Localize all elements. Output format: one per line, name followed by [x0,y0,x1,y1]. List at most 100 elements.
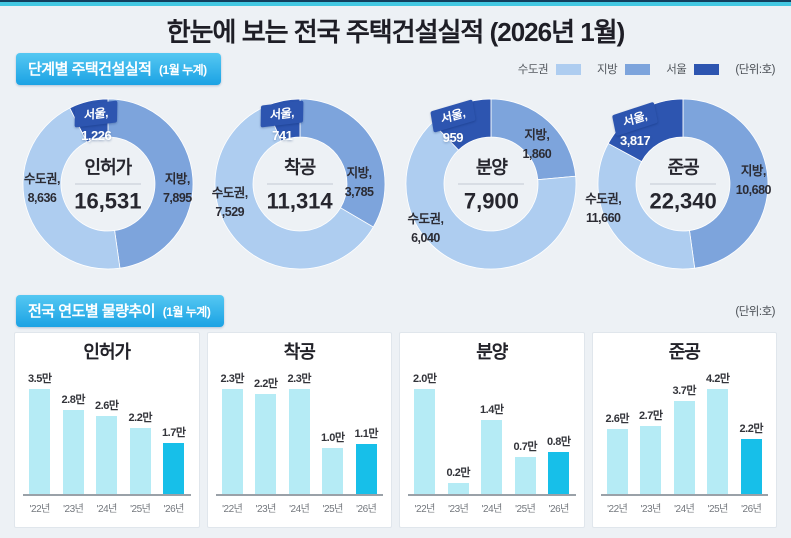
bar-chart-분양: 분양 2.0만 0.2만 1.4만 0.7만 0.8만 '22년 '23년 '24년 '25년 '2… [399,332,585,528]
x-axis-label: '22년 [414,504,436,515]
donut-segment [299,98,386,228]
bar-value-label: 2.6만 [605,413,630,425]
x-axis-label: '23년 [448,504,469,515]
bar-column: 1.0만 [316,429,350,494]
donut-legend: 수도권 지방 서울 (단위:호) [518,61,775,77]
donut-center-착공: 착공 11,314 [254,154,346,215]
donut-segment [107,98,194,269]
section1-badge-sublabel: (1월 누계) [159,63,207,77]
section2-badge: 전국 연도별 물량추이 (1월 누계) [16,295,225,327]
capital-region-name: 수도권, [211,186,248,200]
section2-badge-label: 전국 연도별 물량추이 [28,303,156,320]
provinces-label: 지방, 3,785 [345,164,374,203]
bar-chart-title: 착공 [283,342,316,362]
bar-value-label: 1.1만 [354,428,379,440]
bar-chart-title: 분양 [476,342,508,362]
bar-value-label: 2.7만 [639,410,663,422]
capital-region-label: 수도권, 6,040 [408,210,444,249]
bar-value-label: 1.7만 [162,427,186,439]
donut-chart-분양: 분양 7,900 수도권, 6,040 지방, 1,860 서울, 959 [396,84,588,287]
bar [288,389,310,494]
bar-column: 0.7만 [509,438,543,494]
seoul-callout: 서울, 1,226 [74,100,118,143]
donut-chart-인허가: 인허가 16,531 수도권, 8,636 지방, 7,895 서울, 1,226 [12,84,204,287]
x-axis-label: '23년 [63,504,84,515]
donut-chart-준공: 준공 22,340 수도권, 11,660 지방, 10,680 서울, 3,817 [585,84,779,287]
seoul-callout: 서울, 959 [430,99,476,145]
bar-value-label: 0.7만 [513,441,538,453]
x-axis-label: '25년 [130,504,151,515]
donut-ring [405,98,577,270]
bar-value-label: 2.2만 [739,423,764,435]
x-axis-labels: '22년 '23년 '24년 '25년 '26년 [601,500,769,515]
bar-value-label: 1.0만 [321,432,345,444]
legend-swatch-서울 [694,63,720,75]
legend-swatch-수도권 [556,63,582,75]
x-axis-label: '22년 [29,504,51,515]
bar-column: 0.2만 [442,464,476,494]
section1-header: 단계별 주택건설실적 (1월 누계) 수도권 지방 서울 (단위:호) [16,53,775,85]
bar [707,389,729,494]
bar [322,448,344,494]
bars-area: 2.6만 2.7만 3.7만 4.2만 2.2만 [600,365,768,496]
bar [673,401,695,494]
x-axis-label: '23년 [255,504,277,515]
x-axis-label: '26년 [356,504,377,515]
bar-value-label: 2.3만 [287,373,312,385]
seoul-value: 959 [442,130,464,145]
capital-region-label: 수도권, 7,529 [212,184,248,223]
provinces-value: 7,895 [162,191,192,206]
bar [606,429,628,494]
x-axis-label: '26년 [548,504,570,515]
provinces-value: 10,680 [735,183,772,198]
bar [355,444,377,494]
bar [414,389,436,494]
bar-value-label: 2.2만 [128,412,153,424]
bar-column: 1.1만 [350,425,384,494]
bar [548,452,570,494]
bar [129,428,151,494]
donut-center-인허가: 인허가 16,531 [62,154,154,215]
bar [255,394,277,494]
bar-column: 2.0만 [408,370,442,494]
bar-column: 2.8만 [57,391,91,494]
x-axis-label: '23년 [640,504,662,515]
bar [62,410,84,494]
bar-column: 2.3만 [216,370,250,494]
bar-value-label: 2.0만 [413,373,437,385]
x-axis-label: '24년 [674,504,695,515]
bar [640,426,662,494]
capital-region-name: 수도권, [24,172,60,186]
capital-region-name: 수도권, [585,192,622,206]
seoul-flag-label: 서울, [74,100,118,128]
provinces-name: 지방, [524,128,550,142]
x-axis-label: '25년 [515,504,536,515]
bar-value-label: 2.3만 [220,373,245,385]
section2-badge-sublabel: (1월 누계) [162,305,211,319]
bar [29,389,51,494]
donut-chart-착공: 착공 11,314 수도권, 7,529 지방, 3,785 서울, 741 [204,84,396,287]
bar-column: 2.6만 [601,410,635,494]
seoul-callout: 서울, 741 [260,100,304,143]
donut-divider [650,183,717,185]
x-axis-label: '26년 [741,504,762,515]
bar [481,420,503,494]
bar [96,416,118,494]
bar-column: 0.8만 [542,433,576,494]
section2-unit-label: (단위:호) [735,306,775,318]
capital-region-value: 8,636 [27,191,57,206]
donut-segment [405,121,577,270]
bar-column: 3.7만 [668,382,702,494]
bar-chart-title: 인허가 [83,342,131,362]
donut-charts-row: 인허가 16,531 수도권, 8,636 지방, 7,895 서울, 1,226 착공 11,3… [0,84,791,287]
page-title: 한눈에 보는 전국 주택건설실적 (2026년 1월) [166,17,626,47]
bar [163,443,185,494]
donut-center-분양: 분양 7,900 [445,154,537,215]
donut-total: 22,340 [649,188,717,214]
provinces-label: 지방, 1,860 [522,126,551,165]
seoul-flag-label: 서울, [260,100,304,128]
x-axis-label: '22년 [222,504,243,515]
capital-region-label: 수도권, 8,636 [24,170,60,209]
donut-divider [74,183,141,185]
bar-value-label: 1.4만 [480,404,504,416]
